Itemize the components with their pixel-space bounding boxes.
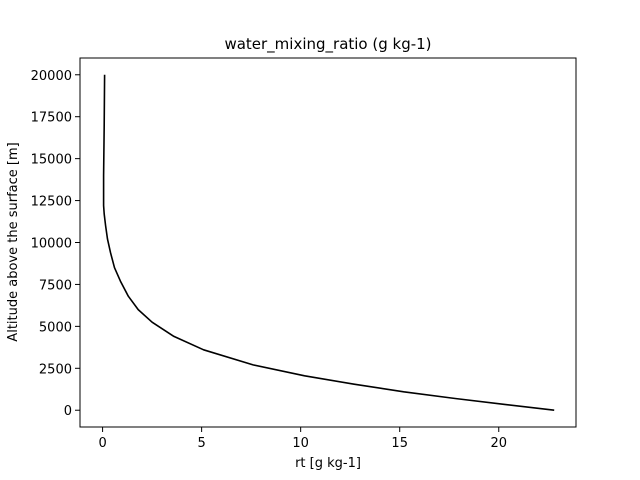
y-tick-label: 15000: [31, 153, 72, 168]
y-tick-label: 12500: [31, 195, 72, 210]
y-tick-label: 0: [64, 404, 72, 419]
y-tick-label: 7500: [39, 278, 72, 293]
x-axis-label: rt [g kg-1]: [295, 456, 361, 471]
y-tick-label: 10000: [31, 237, 72, 252]
x-tick-label: 10: [292, 436, 309, 451]
chart-title: water_mixing_ratio (g kg-1): [224, 35, 431, 54]
y-axis-ticks: 0 2500 5000 7500 10000 12500 15000 17500 20000: [31, 69, 80, 419]
series-layer: [102, 74, 555, 411]
x-tick-label: 5: [197, 436, 205, 451]
series-line-0: [102, 74, 555, 411]
x-tick-label: 20: [490, 436, 507, 451]
x-tick-label: 0: [98, 436, 106, 451]
y-tick-label: 17500: [31, 111, 72, 126]
plot-area: [80, 58, 576, 427]
x-tick-label: 15: [391, 436, 408, 451]
y-tick-label: 5000: [39, 320, 72, 335]
x-axis-ticks: 0 5 10 15 20: [98, 427, 507, 451]
y-tick-label: 20000: [31, 69, 72, 84]
y-tick-label: 2500: [39, 362, 72, 377]
y-axis-label: Altitude above the surface [m]: [6, 142, 21, 341]
